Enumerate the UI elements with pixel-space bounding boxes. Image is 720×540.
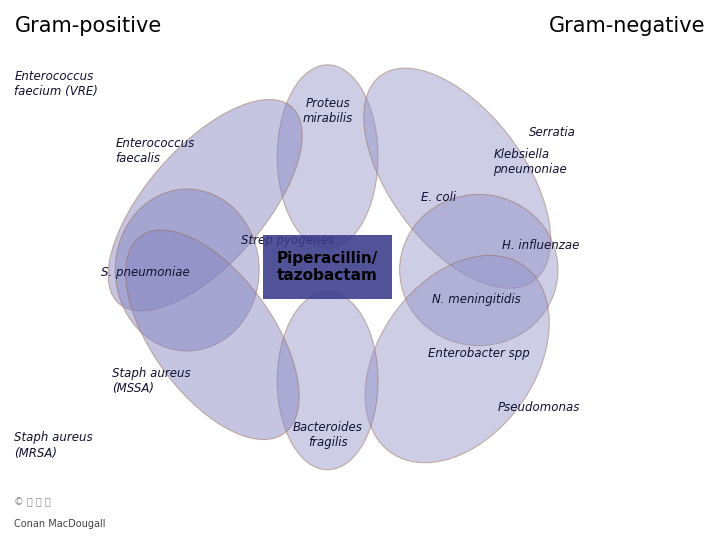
- Text: Proteus
mirabilis: Proteus mirabilis: [302, 97, 353, 125]
- Text: Conan MacDougall: Conan MacDougall: [14, 519, 106, 529]
- Text: Enterobacter spp: Enterobacter spp: [428, 347, 530, 360]
- Text: © ⓘ ⓢ Ⓐ: © ⓘ ⓢ Ⓐ: [14, 497, 51, 508]
- Text: Klebsiella
pneumoniae: Klebsiella pneumoniae: [493, 148, 567, 176]
- Text: E. coli: E. coli: [421, 191, 456, 204]
- Ellipse shape: [365, 255, 549, 463]
- Text: Strep pyogenes: Strep pyogenes: [241, 234, 334, 247]
- FancyBboxPatch shape: [264, 235, 392, 299]
- Text: Piperacillin/
tazobactam: Piperacillin/ tazobactam: [277, 251, 378, 284]
- Text: N. meningitidis: N. meningitidis: [432, 293, 521, 306]
- Ellipse shape: [277, 65, 378, 248]
- Text: Staph aureus
(MSSA): Staph aureus (MSSA): [112, 367, 190, 395]
- Text: Enterococcus
faecium (VRE): Enterococcus faecium (VRE): [14, 70, 98, 98]
- Text: Gram-positive: Gram-positive: [14, 16, 162, 36]
- Ellipse shape: [277, 292, 378, 470]
- Ellipse shape: [125, 230, 300, 440]
- Text: Pseudomonas: Pseudomonas: [498, 401, 580, 414]
- Ellipse shape: [400, 194, 558, 346]
- Text: H. influenzae: H. influenzae: [503, 239, 580, 252]
- Text: Staph aureus
(MRSA): Staph aureus (MRSA): [14, 431, 93, 460]
- Text: Serratia: Serratia: [529, 126, 576, 139]
- Text: Gram-negative: Gram-negative: [549, 16, 706, 36]
- Ellipse shape: [108, 99, 302, 311]
- Ellipse shape: [115, 189, 259, 351]
- Ellipse shape: [364, 68, 551, 288]
- Text: Bacteroides
fragilis: Bacteroides fragilis: [292, 421, 363, 449]
- Text: Enterococcus
faecalis: Enterococcus faecalis: [115, 137, 194, 165]
- Text: S. pneumoniae: S. pneumoniae: [101, 266, 189, 279]
